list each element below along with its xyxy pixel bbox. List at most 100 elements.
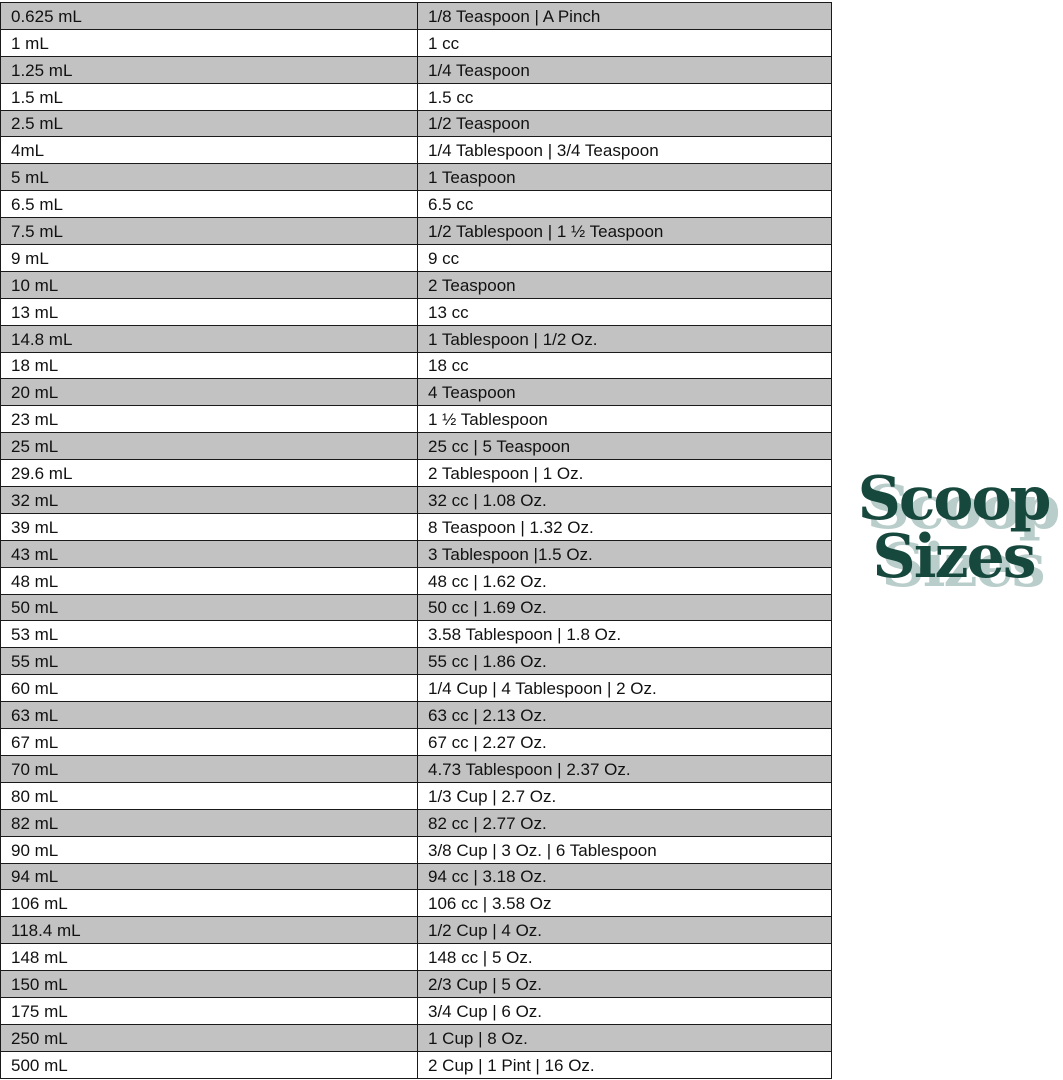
table-row: 50 mL 50 cc | 1.69 Oz. (0, 593, 832, 622)
table-row: 13 mL 13 cc (0, 297, 832, 326)
volume-cell: 1.5 mL (0, 82, 418, 111)
volume-cell: 1.25 mL (0, 55, 418, 84)
table-row: 29.6 mL 2 Tablespoon | 1 Oz. (0, 459, 832, 488)
equivalent-cell: 6.5 cc (417, 190, 832, 219)
table-row: 39 mL 8 Teaspoon | 1.32 Oz. (0, 512, 832, 541)
table-row: 0.625 mL 1/8 Teaspoon | A Pinch (0, 2, 832, 30)
table-row: 6.5 mL 6.5 cc (0, 190, 832, 219)
equivalent-cell: 55 cc | 1.86 Oz. (417, 647, 832, 676)
equivalent-cell: 4 Teaspoon (417, 378, 832, 407)
scoop-size-table: 0.625 mL 1/8 Teaspoon | A Pinch 1 mL 1 cc 1.… (0, 2, 832, 1079)
table-row: 80 mL 1/3 Cup | 2.7 Oz. (0, 781, 832, 810)
table-row: 63 mL 63 cc | 2.13 Oz. (0, 701, 832, 730)
equivalent-cell: 25 cc | 5 Teaspoon (417, 432, 832, 461)
volume-cell: 32 mL (0, 486, 418, 514)
volume-cell: 55 mL (0, 647, 418, 676)
volume-cell: 29.6 mL (0, 459, 418, 488)
volume-cell: 80 mL (0, 781, 418, 810)
table-row: 175 mL 3/4 Cup | 6 Oz. (0, 996, 832, 1025)
equivalent-cell: 2 Tablespoon | 1 Oz. (417, 459, 832, 488)
volume-cell: 23 mL (0, 405, 418, 434)
volume-cell: 0.625 mL (0, 2, 418, 30)
equivalent-cell: 1/2 Cup | 4 Oz. (417, 916, 832, 945)
table-row: 82 mL 82 cc | 2.77 Oz. (0, 808, 832, 837)
table-row: 7.5 mL 1/2 Tablespoon | 1 ½ Teaspoon (0, 217, 832, 246)
equivalent-cell: 1/3 Cup | 2.7 Oz. (417, 781, 832, 810)
volume-cell: 175 mL (0, 996, 418, 1025)
equivalent-cell: 1/4 Tablespoon | 3/4 Teaspoon (417, 136, 832, 165)
table-row: 43 mL 3 Tablespoon |1.5 Oz. (0, 539, 832, 568)
volume-cell: 9 mL (0, 244, 418, 272)
equivalent-cell: 1 ½ Tablespoon (417, 405, 832, 434)
table-row: 1.5 mL 1.5 cc (0, 82, 832, 111)
equivalent-cell: 8 Teaspoon | 1.32 Oz. (417, 512, 832, 541)
volume-cell: 39 mL (0, 512, 418, 541)
equivalent-cell: 4.73 Tablespoon | 2.37 Oz. (417, 754, 832, 783)
volume-cell: 25 mL (0, 432, 418, 461)
table-row: 67 mL 67 cc | 2.27 Oz. (0, 728, 832, 756)
equivalent-cell: 3.58 Tablespoon | 1.8 Oz. (417, 620, 832, 649)
table-row: 10 mL 2 Teaspoon (0, 270, 832, 299)
equivalent-cell: 2/3 Cup | 5 Oz. (417, 970, 832, 998)
equivalent-cell: 1/4 Teaspoon (417, 55, 832, 84)
equivalent-cell: 1 cc (417, 28, 832, 57)
equivalent-cell: 67 cc | 2.27 Oz. (417, 728, 832, 756)
logo-line-2: Sizes (872, 522, 1036, 592)
table-row: 23 mL 1 ½ Tablespoon (0, 405, 832, 434)
volume-cell: 48 mL (0, 566, 418, 595)
equivalent-cell: 1 Cup | 8 Oz. (417, 1023, 832, 1052)
equivalent-cell: 2 Cup | 1 Pint | 16 Oz. (417, 1050, 832, 1079)
table-row: 90 mL 3/8 Cup | 3 Oz. | 6 Tablespoon (0, 835, 832, 864)
volume-cell: 2.5 mL (0, 109, 418, 138)
table-row: 55 mL 55 cc | 1.86 Oz. (0, 647, 832, 676)
volume-cell: 67 mL (0, 728, 418, 756)
table-row: 1.25 mL 1/4 Teaspoon (0, 55, 832, 84)
volume-cell: 50 mL (0, 593, 418, 622)
volume-cell: 4mL (0, 136, 418, 165)
volume-cell: 14.8 mL (0, 324, 418, 353)
table-row: 2.5 mL 1/2 Teaspoon (0, 109, 832, 138)
equivalent-cell: 13 cc (417, 297, 832, 326)
table-row: 500 mL 2 Cup | 1 Pint | 16 Oz. (0, 1050, 832, 1079)
table-row: 9 mL 9 cc (0, 244, 832, 272)
volume-cell: 5 mL (0, 163, 418, 192)
volume-cell: 60 mL (0, 674, 418, 703)
table-row: 60 mL 1/4 Cup | 4 Tablespoon | 2 Oz. (0, 674, 832, 703)
equivalent-cell: 1 Teaspoon (417, 163, 832, 192)
equivalent-cell: 48 cc | 1.62 Oz. (417, 566, 832, 595)
volume-cell: 500 mL (0, 1050, 418, 1079)
equivalent-cell: 2 Teaspoon (417, 270, 832, 299)
table-row: 18 mL 18 cc (0, 351, 832, 380)
logo-line-1: Scoop (857, 464, 1052, 534)
table-row: 4mL 1/4 Tablespoon | 3/4 Teaspoon (0, 136, 832, 165)
table-row: 150 mL 2/3 Cup | 5 Oz. (0, 970, 832, 998)
volume-cell: 18 mL (0, 351, 418, 380)
equivalent-cell: 94 cc | 3.18 Oz. (417, 862, 832, 891)
equivalent-cell: 3 Tablespoon |1.5 Oz. (417, 539, 832, 568)
volume-cell: 82 mL (0, 808, 418, 837)
equivalent-cell: 3/8 Cup | 3 Oz. | 6 Tablespoon (417, 835, 832, 864)
volume-cell: 94 mL (0, 862, 418, 891)
table-row: 118.4 mL 1/2 Cup | 4 Oz. (0, 916, 832, 945)
volume-cell: 20 mL (0, 378, 418, 407)
volume-cell: 13 mL (0, 297, 418, 326)
table-row: 148 mL 148 cc | 5 Oz. (0, 943, 832, 972)
equivalent-cell: 1/2 Tablespoon | 1 ½ Teaspoon (417, 217, 832, 246)
equivalent-cell: 18 cc (417, 351, 832, 380)
equivalent-cell: 50 cc | 1.69 Oz. (417, 593, 832, 622)
table-row: 5 mL 1 Teaspoon (0, 163, 832, 192)
volume-cell: 148 mL (0, 943, 418, 972)
equivalent-cell: 1.5 cc (417, 82, 832, 111)
volume-cell: 70 mL (0, 754, 418, 783)
volume-cell: 118.4 mL (0, 916, 418, 945)
table-row: 94 mL 94 cc | 3.18 Oz. (0, 862, 832, 891)
volume-cell: 63 mL (0, 701, 418, 730)
volume-cell: 7.5 mL (0, 217, 418, 246)
table-row: 53 mL 3.58 Tablespoon | 1.8 Oz. (0, 620, 832, 649)
equivalent-cell: 32 cc | 1.08 Oz. (417, 486, 832, 514)
volume-cell: 250 mL (0, 1023, 418, 1052)
volume-cell: 10 mL (0, 270, 418, 299)
volume-cell: 1 mL (0, 28, 418, 57)
equivalent-cell: 148 cc | 5 Oz. (417, 943, 832, 972)
equivalent-cell: 9 cc (417, 244, 832, 272)
